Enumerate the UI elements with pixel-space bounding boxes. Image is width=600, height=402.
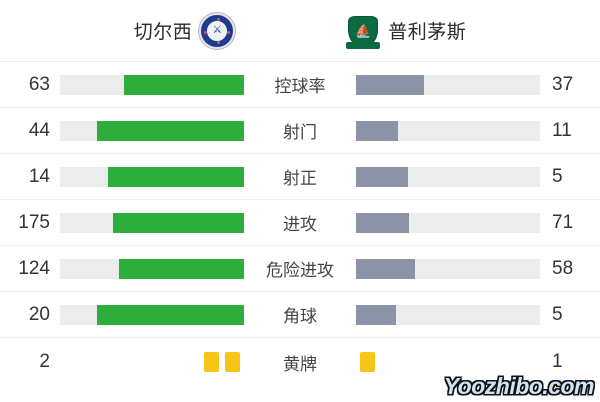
home-bar <box>60 120 244 141</box>
chelsea-crest-icon: ⚔ <box>199 12 236 49</box>
home-bar-track <box>60 258 244 279</box>
away-value: 5 <box>552 303 563 325</box>
stat-rows: 63 控球率 37 44 射门 <box>0 62 600 386</box>
crest-scroll-band <box>346 41 381 49</box>
home-value: 20 <box>28 303 50 325</box>
away-bar-fill <box>356 212 410 233</box>
shield-shape: ⛵ <box>346 15 381 49</box>
away-bar-track <box>356 166 540 187</box>
stat-label: 射正 <box>283 169 317 188</box>
away-bar-track <box>356 212 540 233</box>
home-team-name: 切尔西 <box>133 22 193 43</box>
home-value: 124 <box>18 257 50 279</box>
ship-icon: ⛵ <box>355 23 372 38</box>
home-team[interactable]: 切尔西 ⚔ <box>133 12 236 49</box>
away-value: 58 <box>552 257 574 279</box>
home-bar-fill <box>113 212 244 233</box>
away-yellow-cards <box>356 352 540 372</box>
home-bar-track <box>60 166 244 187</box>
away-bar <box>356 120 540 141</box>
away-bar <box>356 74 540 95</box>
away-bar-fill <box>356 120 399 141</box>
away-bar <box>356 258 540 279</box>
away-bar-fill <box>356 166 408 187</box>
away-bar-track <box>356 120 540 141</box>
home-value: 14 <box>28 165 50 187</box>
stat-label: 角球 <box>283 307 317 326</box>
stat-label: 黄牌 <box>283 354 317 374</box>
away-bar-track <box>356 304 540 325</box>
home-bar <box>60 304 244 325</box>
stat-label: 射门 <box>283 123 317 142</box>
home-bar-fill <box>124 74 244 95</box>
yellow-card-icon <box>204 352 219 372</box>
stat-row: 44 射门 11 <box>0 108 600 154</box>
away-value: 37 <box>552 73 574 95</box>
away-value: 11 <box>552 119 572 141</box>
away-value: 1 <box>552 351 563 372</box>
crest-ring-dots <box>201 15 233 47</box>
stat-row: 20 角球 5 <box>0 292 600 338</box>
away-bar-fill <box>356 258 415 279</box>
away-bar <box>356 166 540 187</box>
home-value: 63 <box>28 73 50 95</box>
away-bar-track <box>356 258 540 279</box>
home-value: 2 <box>39 351 50 372</box>
stat-label: 进攻 <box>283 215 317 234</box>
home-bar <box>60 258 244 279</box>
away-team[interactable]: ⛵ 普利茅斯 <box>345 13 466 49</box>
away-value: 5 <box>552 165 563 187</box>
home-bar-fill <box>107 166 244 187</box>
stat-row-cards: 2 黄牌 1 <box>0 338 600 386</box>
home-bar <box>60 212 244 233</box>
home-bar-fill <box>96 120 244 141</box>
stat-row: 63 控球率 37 <box>0 62 600 108</box>
home-bar <box>60 74 244 95</box>
home-bar-track <box>60 74 244 95</box>
stat-row: 124 危险进攻 58 <box>0 246 600 292</box>
lion-icon: ⚔ <box>212 24 223 36</box>
away-bar-track <box>356 74 540 95</box>
away-bar <box>356 212 540 233</box>
home-bar-track <box>60 212 244 233</box>
home-value: 44 <box>28 119 50 141</box>
away-bar-fill <box>356 74 425 95</box>
yellow-card-icon <box>360 352 375 372</box>
stat-row: 175 进攻 71 <box>0 200 600 246</box>
home-value: 175 <box>18 211 50 233</box>
home-bar <box>60 166 244 187</box>
away-value: 71 <box>552 211 574 233</box>
home-bar-track <box>60 304 244 325</box>
away-team-name: 普利茅斯 <box>388 22 467 43</box>
stat-row: 14 射正 5 <box>0 154 600 200</box>
yellow-card-icon <box>225 352 240 372</box>
home-yellow-cards <box>60 352 244 372</box>
stat-label: 控球率 <box>274 77 326 96</box>
plymouth-crest-icon: ⛵ <box>345 13 381 49</box>
away-bar <box>356 304 540 325</box>
home-bar-track <box>60 120 244 141</box>
teams-header: 切尔西 ⚔ ⛵ 普利茅斯 <box>0 0 600 62</box>
stat-label: 危险进攻 <box>266 261 334 280</box>
home-bar-fill <box>96 304 244 325</box>
away-bar-fill <box>356 304 397 325</box>
home-bar-fill <box>118 258 244 279</box>
